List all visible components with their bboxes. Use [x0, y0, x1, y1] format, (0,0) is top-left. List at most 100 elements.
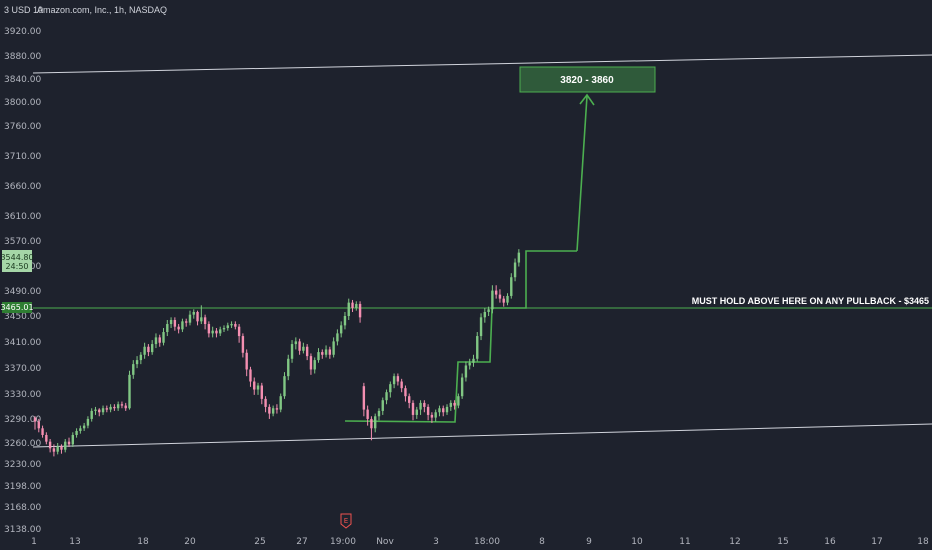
- y-tick-label: 3880.00: [4, 52, 41, 62]
- candle-body: [517, 252, 521, 263]
- candle: [479, 313, 483, 341]
- lower-channel-line[interactable]: [32, 423, 932, 448]
- candle: [230, 321, 233, 329]
- candle-body: [173, 320, 177, 327]
- candle-body: [245, 352, 248, 370]
- candle-body: [37, 421, 40, 429]
- candle-body: [64, 441, 67, 450]
- candle-body: [404, 388, 407, 397]
- candle-body: [120, 404, 124, 406]
- x-tick-label: 25: [254, 537, 265, 547]
- candle: [374, 413, 377, 433]
- candle: [75, 428, 78, 438]
- candle-body: [241, 336, 245, 353]
- candle: [483, 307, 487, 323]
- x-axis: 1 13 18 20 25 27 19:00 Nov 3 18:00 8 9 10 11 12 15 16 17 1…: [31, 537, 929, 547]
- earnings-marker-icon: [340, 513, 352, 529]
- candle: [215, 328, 218, 338]
- level-price-value: 3465.01: [0, 303, 33, 312]
- candle: [472, 354, 475, 367]
- x-tick-label: 19:00: [330, 537, 356, 547]
- candle-body: [324, 349, 328, 355]
- candle-body: [56, 446, 59, 452]
- candle-body: [150, 344, 154, 353]
- x-tick-label: 3: [433, 537, 439, 547]
- target-arrow-line[interactable]: [576, 95, 588, 252]
- candle-body: [434, 412, 437, 418]
- candle: [147, 344, 150, 357]
- target-zone-box[interactable]: [519, 66, 656, 93]
- y-tick-label: 3330.00: [4, 390, 41, 400]
- candle: [426, 404, 430, 421]
- candle: [56, 443, 59, 455]
- candle-body: [377, 410, 381, 417]
- candle-body: [162, 332, 165, 343]
- candle: [362, 382, 366, 417]
- candle: [321, 349, 324, 359]
- candle: [445, 404, 449, 415]
- symbol-title: Amazon.com, Inc., 1h, NASDAQ: [37, 5, 167, 15]
- x-tick-label: 9: [586, 537, 592, 547]
- candle: [128, 370, 131, 410]
- candle-body: [101, 408, 105, 413]
- candle-body: [211, 330, 214, 334]
- candle-body: [343, 316, 347, 326]
- candle: [324, 345, 328, 358]
- projected-path[interactable]: [344, 250, 577, 423]
- candle: [241, 333, 245, 358]
- candle-body: [317, 352, 320, 361]
- candle-body: [506, 295, 509, 303]
- candle: [143, 342, 146, 359]
- candle-body: [313, 360, 316, 370]
- candle-body: [71, 434, 74, 445]
- candle-body: [275, 408, 279, 410]
- earnings-marker[interactable]: E: [340, 513, 352, 529]
- candle: [317, 348, 320, 363]
- y-tick-label: 3138.00: [4, 525, 41, 535]
- candle: [116, 401, 120, 411]
- candle-body: [472, 358, 475, 363]
- candle: [408, 393, 411, 409]
- candle: [468, 358, 471, 370]
- candle: [400, 378, 403, 393]
- candle: [245, 349, 248, 377]
- candle-body: [200, 317, 203, 322]
- candle: [94, 406, 97, 415]
- candle-body: [48, 441, 52, 449]
- candle-body: [302, 346, 305, 351]
- candle: [268, 404, 271, 419]
- candle-body: [60, 446, 63, 450]
- candle: [449, 400, 452, 411]
- candle-body: [94, 409, 97, 411]
- candle: [177, 324, 180, 334]
- candle: [381, 397, 384, 415]
- candle: [487, 306, 490, 316]
- candle: [355, 301, 358, 311]
- candle: [67, 437, 71, 448]
- candle: [135, 356, 139, 369]
- candle: [79, 425, 82, 434]
- candle: [366, 405, 369, 426]
- candle-body: [411, 402, 415, 415]
- candle-body: [392, 376, 396, 385]
- candle: [185, 318, 188, 327]
- candle: [302, 342, 305, 354]
- candle: [510, 273, 513, 299]
- candle: [188, 310, 192, 326]
- y-tick-label: 3230.00: [4, 460, 41, 470]
- upper-channel-line[interactable]: [32, 54, 932, 74]
- candle-body: [351, 302, 354, 308]
- x-tick-label: 20: [184, 537, 196, 547]
- candle: [298, 338, 301, 355]
- candle-body: [128, 374, 131, 409]
- candle-body: [287, 358, 290, 377]
- candle: [71, 432, 74, 448]
- candle: [404, 385, 407, 402]
- candle: [453, 400, 456, 410]
- candle-body: [426, 406, 430, 415]
- candle: [158, 334, 161, 347]
- y-tick-label: 3710.00: [4, 152, 41, 162]
- candle-body: [82, 425, 86, 429]
